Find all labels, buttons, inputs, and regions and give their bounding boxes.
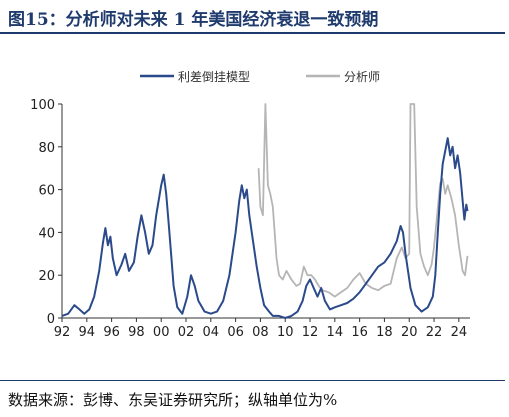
x-tick-label: 00 [153,325,170,340]
x-tick-label: 06 [227,325,244,340]
x-tick-label: 10 [277,325,294,340]
source-note: 数据来源：彭博、东吴证券研究所；纵轴单位为% [8,391,338,409]
y-tick-label: 0 [47,312,55,327]
y-tick-label: 80 [38,141,55,156]
x-tick-label: 20 [401,325,418,340]
x-tick-label: 02 [178,325,195,340]
y-tick-label: 60 [38,184,55,199]
y-tick-label: 20 [38,269,55,284]
legend: 利差倒挂模型 分析师 [140,70,380,84]
title-rule [0,32,505,34]
legend-label: 分析师 [344,70,380,84]
x-tick-label: 12 [302,325,319,340]
x-tick-label: 24 [451,325,468,340]
x-tick-label: 08 [252,325,269,340]
y-tick-label: 40 [38,226,55,241]
x-tick-label: 92 [54,325,71,340]
series-layer [61,103,469,319]
x-tick-label: 22 [426,325,443,340]
axes: 0 20 40 60 80 100 92 94 96 98 00 02 04 06 08 10 12 14 16 18… [30,98,470,340]
source-rule [0,380,505,381]
legend-item-analyst: 分析师 [306,70,380,84]
x-tick-label: 04 [203,325,220,340]
x-tick-label: 18 [376,325,393,340]
x-tick-label: 14 [327,325,344,340]
legend-label: 利差倒挂模型 [178,70,250,84]
legend-item-model: 利差倒挂模型 [140,70,250,84]
x-tick-label: 98 [128,325,145,340]
x-tick-label: 96 [103,325,120,340]
y-tick-label: 100 [30,98,55,113]
x-tick-label: 16 [351,325,368,340]
figure-title: 图15：分析师对未来 1 年美国经济衰退一致预期 [8,10,379,30]
x-tick-label: 94 [79,325,96,340]
series-line-model [61,137,469,319]
